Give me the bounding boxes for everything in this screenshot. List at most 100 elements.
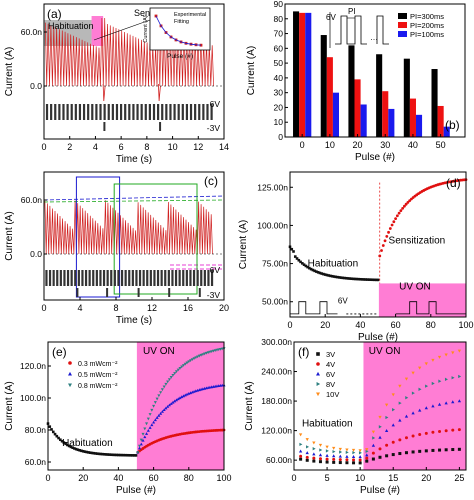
series-point	[398, 438, 402, 442]
series-point	[215, 348, 219, 352]
habituation-point	[366, 278, 369, 281]
pulse	[50, 104, 53, 120]
pulse	[135, 270, 138, 286]
habituation-point	[320, 272, 323, 275]
series-point	[365, 448, 369, 452]
sensitization-label: Sensitization	[389, 236, 446, 247]
habituation-point	[339, 450, 343, 454]
habituation-point	[357, 277, 360, 281]
uv-on-label: UV ON	[369, 346, 401, 357]
series-point	[197, 354, 201, 358]
ref-line-blue	[43, 195, 225, 201]
xtick-label: 6	[119, 142, 124, 152]
pulse	[152, 104, 156, 120]
uv-on-label: UV ON	[143, 346, 175, 357]
series-point	[391, 440, 395, 444]
habituation-point	[352, 277, 355, 281]
pulse	[70, 270, 73, 286]
sensitization-point	[399, 209, 403, 213]
sensitization-point	[395, 214, 399, 218]
habituation-point	[306, 445, 310, 449]
pulse	[63, 270, 66, 286]
habituation-point	[323, 273, 327, 276]
ytick-label: 60	[274, 43, 284, 53]
pulse	[157, 104, 160, 120]
habituation-point	[351, 454, 356, 458]
series-point	[457, 447, 461, 451]
legend-label: 6V	[326, 370, 335, 379]
habituation-point	[345, 458, 349, 462]
habituation-point	[318, 457, 322, 461]
legend-label: PI=300ms	[410, 12, 444, 21]
series-point	[384, 428, 389, 432]
habituation-point	[359, 277, 362, 281]
legend-marker	[316, 371, 320, 376]
xtick-label: 10	[168, 142, 178, 152]
xtick-label: 10	[325, 140, 335, 150]
x-axis-label: Pulse (#)	[355, 152, 395, 163]
panel-label: (e)	[52, 345, 67, 359]
series-point	[404, 436, 408, 440]
series-point	[404, 451, 408, 455]
series-point	[145, 432, 149, 435]
series-point	[404, 377, 409, 381]
habituation-point	[332, 460, 336, 464]
series-point	[451, 428, 455, 432]
voltage-6v: 6V	[210, 265, 221, 275]
series-point	[141, 432, 145, 436]
habituation-point	[95, 452, 99, 455]
bar-PI=100ms	[415, 114, 423, 137]
habituation-point	[73, 447, 76, 450]
pulse	[160, 270, 163, 286]
voltage-6v: 6V	[210, 99, 221, 109]
habituation-point	[74, 447, 78, 451]
pulse	[88, 270, 91, 286]
series-point	[378, 447, 382, 451]
pulse	[156, 270, 160, 286]
habituation-point	[339, 276, 343, 279]
habituation-point	[51, 430, 55, 434]
habituation-point	[313, 269, 316, 273]
habituation-point	[371, 278, 375, 282]
series-point	[371, 443, 376, 447]
habituation-point	[298, 433, 303, 437]
pulse	[128, 270, 131, 286]
habituation-label: Habituation	[302, 419, 353, 430]
ytick-label: 80.0n	[25, 425, 47, 435]
habituation-point	[332, 454, 336, 458]
habituation-point	[78, 449, 81, 452]
sensitization-point	[401, 206, 405, 210]
pulse	[171, 270, 174, 286]
pulse	[117, 270, 120, 286]
neg-pulse	[137, 288, 140, 297]
habituation-point	[309, 267, 313, 271]
xtick-label: 60	[149, 473, 159, 483]
series-point	[181, 394, 186, 398]
series-point	[398, 418, 402, 422]
habituation-point	[341, 276, 345, 280]
habituation-point	[325, 273, 329, 277]
pulse	[84, 270, 88, 286]
series-point	[391, 393, 395, 397]
habituation-point	[337, 276, 341, 279]
series-point	[391, 423, 395, 427]
habituation-point	[94, 452, 97, 455]
series-point	[398, 384, 402, 388]
legend-swatch	[398, 22, 407, 28]
habituation-point	[295, 257, 299, 260]
xtick-label: 12	[147, 303, 157, 313]
habituation-point	[134, 454, 138, 457]
series-point	[371, 451, 375, 455]
habituation-label: Habituation	[62, 438, 113, 449]
pulse	[203, 270, 206, 286]
habituation-point	[66, 443, 69, 447]
uv-on-region	[136, 342, 224, 470]
pulse	[58, 104, 61, 120]
series-point	[162, 385, 166, 389]
series-point	[457, 399, 462, 403]
series-point	[167, 403, 171, 407]
inset-ellipsis: …	[370, 33, 378, 42]
series-point	[431, 358, 435, 362]
series-point	[180, 365, 184, 369]
habituation-point	[345, 461, 349, 465]
